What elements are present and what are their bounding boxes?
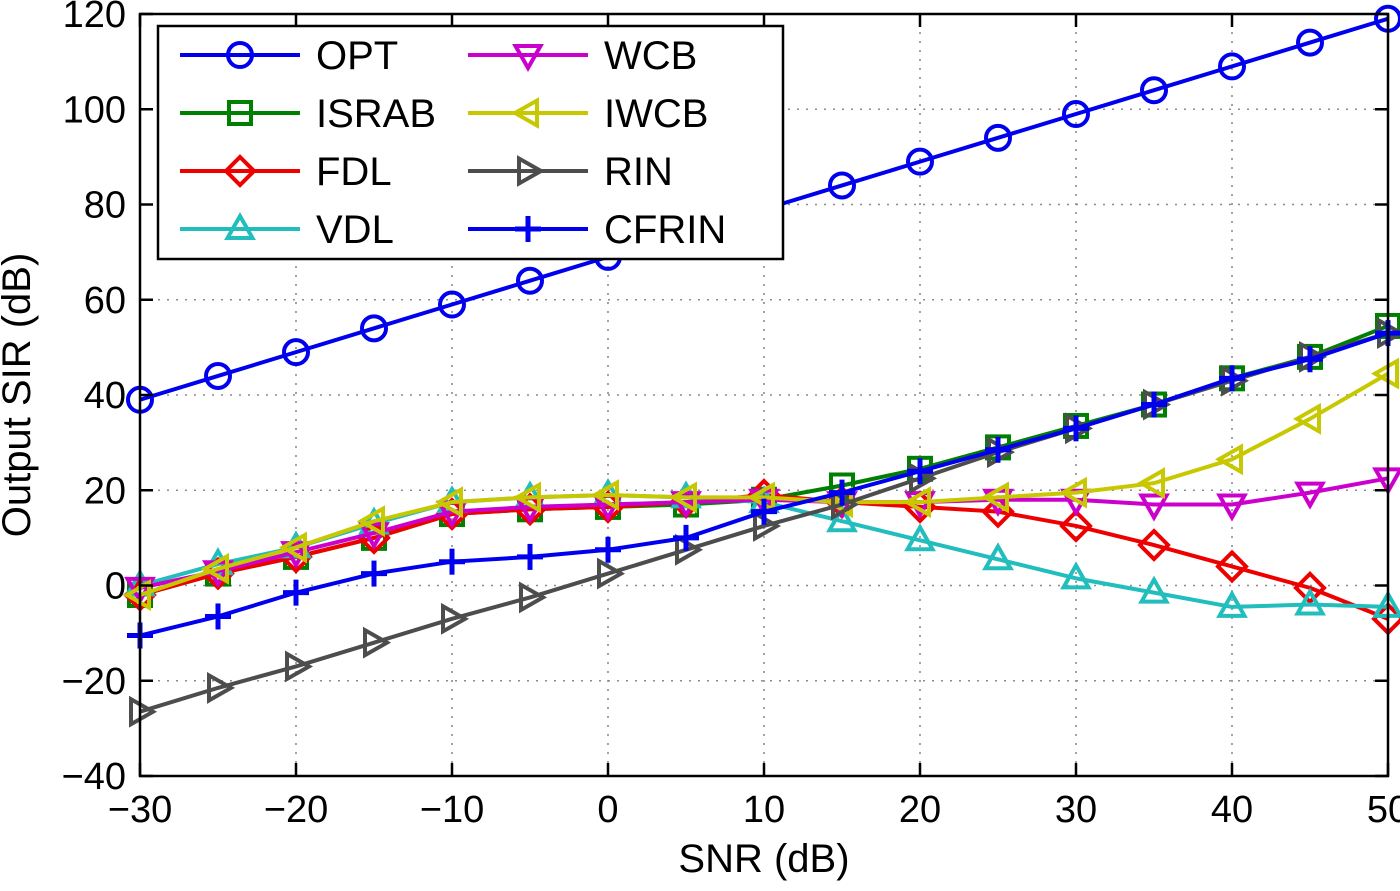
- x-tick-label: 10: [743, 789, 785, 831]
- y-tick-label: 0: [105, 566, 126, 608]
- x-axis-label: SNR (dB): [678, 837, 849, 881]
- x-tick-label: 50: [1367, 789, 1400, 831]
- legend-label-WCB: WCB: [604, 34, 697, 78]
- legend-label-RIN: RIN: [604, 150, 673, 194]
- y-tick-label: −20: [62, 661, 126, 703]
- legend-label-OPT: OPT: [316, 34, 398, 78]
- x-tick-label: 0: [597, 789, 618, 831]
- series-line-IWCB: [140, 374, 1388, 595]
- legend-label-ISRAB: ISRAB: [316, 92, 436, 136]
- y-tick-label: 100: [63, 89, 126, 131]
- y-tick-label: 60: [84, 280, 126, 322]
- y-tick-label: 120: [63, 0, 126, 36]
- x-tick-label: −20: [264, 789, 328, 831]
- y-tick-label: 20: [84, 470, 126, 512]
- legend-label-IWCB: IWCB: [604, 92, 708, 136]
- y-axis-label: Output SIR (dB): [0, 253, 39, 538]
- x-tick-label: 40: [1211, 789, 1253, 831]
- y-tick-label: −40: [62, 756, 126, 798]
- y-tick-label: 40: [84, 375, 126, 417]
- x-tick-label: 20: [899, 789, 941, 831]
- x-tick-label: −10: [420, 789, 484, 831]
- legend-label-FDL: FDL: [316, 150, 392, 194]
- legend-label-CFRIN: CFRIN: [604, 208, 726, 252]
- y-tick-label: 80: [84, 185, 126, 227]
- legend-label-VDL: VDL: [316, 208, 394, 252]
- x-tick-label: 30: [1055, 789, 1097, 831]
